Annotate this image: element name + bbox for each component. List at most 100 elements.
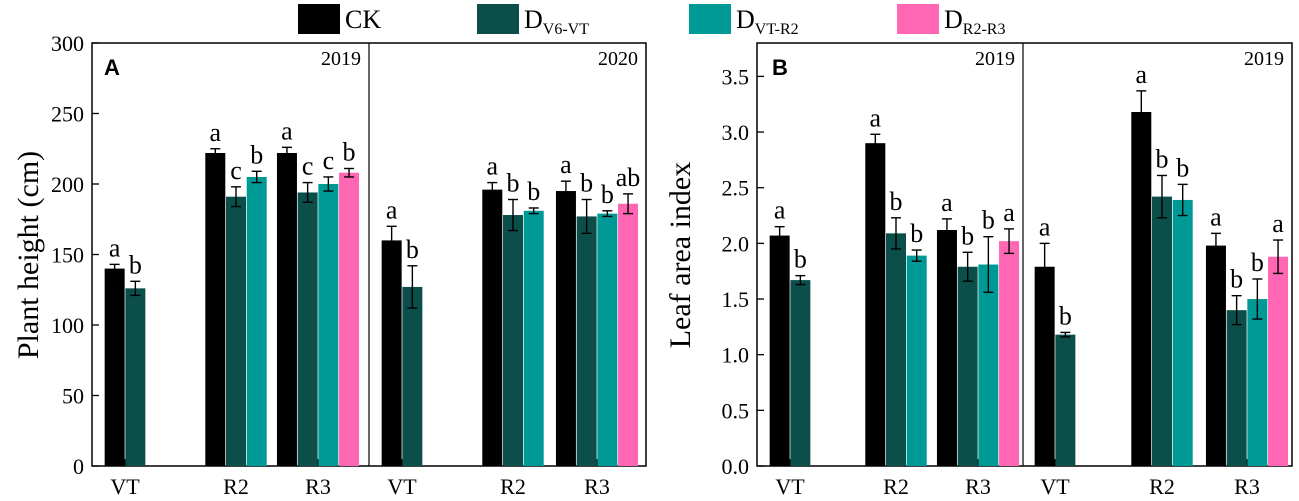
significance-letter: a	[109, 233, 121, 262]
bar-CK-R2	[482, 189, 503, 466]
bar-CK-R3	[936, 230, 957, 466]
significance-letter: b	[1059, 301, 1072, 330]
y-axis-title: Plant height (cm)	[12, 151, 45, 359]
error-bar	[1231, 294, 1242, 326]
error-bar	[487, 181, 498, 198]
significance-letter: a	[386, 195, 398, 224]
bar-DV6-VT-VT	[1055, 334, 1076, 466]
bar-CK-VT	[769, 235, 790, 466]
significance-letter: b	[910, 219, 923, 248]
significance-letter: b	[1230, 265, 1243, 294]
error-bar	[1210, 232, 1221, 259]
error-bar	[1177, 183, 1188, 217]
year-label: 2019	[975, 48, 1015, 70]
y-tick-label: 1.5	[722, 287, 750, 312]
year-label: 2019	[1244, 48, 1284, 70]
significance-letter: b	[1251, 248, 1264, 277]
bar-CK-VT	[1034, 266, 1055, 466]
x-tick-label: VT	[775, 474, 805, 499]
error-bar	[231, 186, 241, 208]
significance-letter: b	[129, 250, 142, 279]
error-bar	[528, 207, 539, 215]
y-tick-label: 1.0	[722, 343, 750, 368]
legend-swatch-3	[897, 4, 939, 34]
significance-letter: b	[507, 169, 520, 198]
bar-DVT-R2-R2	[523, 210, 544, 466]
bar-CK-R3	[1205, 245, 1226, 466]
plot-frame	[756, 42, 1293, 467]
bar-DV6-VT-VT	[125, 288, 146, 466]
legend-swatch-0	[298, 4, 340, 34]
bar-DVT-R2-R2	[906, 255, 927, 466]
x-tick-label: VT	[387, 474, 417, 499]
bar-DV6-VT-R3	[1226, 310, 1247, 466]
error-bar	[983, 235, 994, 294]
error-bar	[1060, 331, 1071, 338]
significance-letter: b	[406, 235, 419, 264]
x-tick-label: R3	[584, 474, 610, 499]
significance-letter: b	[1176, 153, 1189, 182]
bar-CK-R2	[865, 143, 886, 466]
y-tick-label: 50	[62, 384, 84, 409]
legend-label-0: CK	[345, 5, 381, 34]
x-tick-label: R3	[305, 474, 331, 499]
error-bar	[774, 225, 785, 246]
legend-swatch-2	[689, 4, 731, 34]
error-bar	[581, 198, 592, 235]
error-bar	[941, 218, 952, 242]
significance-letter: b	[794, 245, 807, 274]
y-tick-label: 0.5	[722, 398, 750, 423]
y-axis-title: Leaf area index	[664, 162, 697, 349]
bar-DV6-VT-VT	[402, 286, 423, 466]
significance-letter: b	[982, 206, 995, 235]
bar-DR2-R3-R3	[1268, 256, 1289, 466]
bar-DVT-R2-R3	[978, 264, 999, 466]
legend: CK DV6-VT DVT-R2 DR2-R3	[298, 4, 1005, 38]
bar-DV6-VT-R2	[226, 196, 246, 466]
x-tick-label: VT	[110, 474, 140, 499]
panel-a-plant-height: 0 50 100 150 200 250 300 Plant height (cm) A 2019…	[12, 31, 647, 499]
significance-letter: b	[1156, 144, 1169, 173]
x-tick-label: R3	[965, 474, 991, 499]
x-tick-label: R3	[1234, 474, 1260, 499]
error-bar	[911, 249, 922, 262]
y-tick-label: 2.0	[722, 231, 750, 256]
year-label: 2020	[598, 48, 638, 70]
bar-DVT-R2-R2	[246, 176, 267, 466]
panel-b-leaf-area-index: 0.0 0.5 1.0 1.5 2.0 2.5 3.0 3.5 Leaf area index B…	[664, 42, 1293, 499]
error-bar	[623, 193, 634, 215]
bar-DV6-VT-R3	[297, 192, 318, 466]
error-bar	[323, 176, 334, 192]
error-bar	[344, 167, 355, 178]
x-tick-label: R2	[223, 474, 249, 499]
error-bar	[281, 146, 292, 160]
bar-DVT-R2-R3	[1247, 299, 1268, 466]
bar-DVT-R2-R3	[318, 184, 339, 466]
significance-letter: a	[1272, 209, 1284, 238]
error-bar	[210, 148, 221, 158]
y-tick-label: 2.5	[722, 176, 750, 201]
bar-CK-VT	[104, 268, 125, 466]
significance-letter: a	[870, 103, 882, 132]
significance-letter: b	[580, 169, 593, 198]
y-tick-label: 150	[51, 243, 84, 268]
error-bar	[130, 280, 141, 297]
significance-letter: a	[1039, 212, 1051, 241]
significance-letter: a	[774, 196, 786, 225]
y-tick-label: 3.0	[722, 120, 750, 145]
bar-CK-R3	[276, 152, 297, 467]
bar-DV6-VT-R3	[576, 216, 597, 466]
error-bar	[560, 180, 571, 202]
error-bar	[386, 225, 397, 256]
significance-letter: b	[961, 221, 974, 250]
significance-letter: b	[343, 137, 356, 166]
x-tick-label: R2	[883, 474, 909, 499]
bar-CK-R3	[555, 191, 576, 467]
significance-letter: c	[230, 156, 242, 185]
significance-letter: a	[1136, 60, 1148, 89]
bar-DR2-R3-R3	[618, 203, 639, 467]
x-tick-label: R2	[1149, 474, 1175, 499]
y-tick-label: 3.5	[722, 64, 750, 89]
bar-CK-R2	[205, 152, 226, 467]
